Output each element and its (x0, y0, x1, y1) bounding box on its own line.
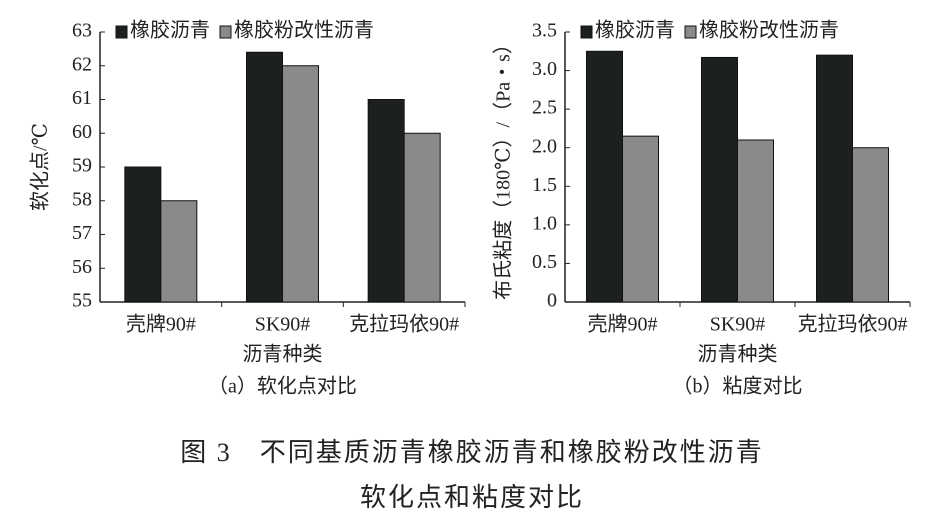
figure-caption: 软化点和粘度对比 (360, 483, 584, 512)
legend-swatch (580, 25, 593, 39)
legend-label: 橡胶沥青 (595, 19, 675, 42)
legend-label: 橡胶粉改性沥青 (699, 19, 839, 42)
x-axis-label: 沥青种类 (243, 343, 323, 366)
legend-label: 橡胶沥青 (130, 19, 210, 42)
y-tick-label: 1.5 (532, 174, 557, 196)
bar (852, 147, 889, 303)
bar (737, 139, 774, 303)
bar (403, 132, 441, 303)
y-tick-label: 61 (72, 87, 92, 109)
y-tick-label: 2.0 (532, 135, 557, 157)
y-tick-label: 62 (72, 53, 92, 75)
y-tick-label: 60 (72, 121, 92, 143)
y-tick-label: 63 (72, 20, 92, 42)
legend-swatch (219, 25, 232, 39)
y-tick-label: 59 (72, 155, 92, 177)
bar (282, 65, 319, 303)
bar (701, 56, 738, 303)
y-tick-label: 57 (72, 222, 92, 244)
x-tick-label: SK90# (255, 314, 311, 336)
y-tick-label: 2.5 (532, 97, 557, 119)
bar (367, 99, 405, 303)
bar (124, 166, 162, 303)
y-tick-label: 58 (72, 188, 92, 210)
x-tick-label: 壳牌90# (126, 313, 196, 336)
y-axis-label: 软化点/℃ (29, 123, 52, 211)
y-tick-label: 3.5 (532, 20, 557, 42)
y-tick-label: 0 (547, 290, 557, 312)
legend-swatch (684, 25, 697, 39)
legend-label: 橡胶粉改性沥青 (234, 19, 374, 42)
bar (586, 50, 623, 303)
figure-caption: 图 3 不同基质沥青橡胶沥青和橡胶粉改性沥青 (180, 438, 764, 467)
legend-swatch (115, 25, 128, 39)
x-tick-label: 壳牌90# (588, 313, 658, 336)
y-tick-label: 55 (72, 290, 92, 312)
y-tick-label: 1.0 (532, 212, 557, 234)
y-tick-label: 0.5 (532, 251, 557, 273)
x-axis-label: 沥青种类 (698, 343, 778, 366)
y-tick-label: 3.0 (532, 58, 557, 80)
bar (160, 200, 198, 303)
bar (816, 54, 853, 303)
bar (622, 135, 659, 303)
y-axis-label: 布氏粘度（180℃）/（Pa・s） (492, 34, 515, 300)
chart-caption: （b）粘度对比 (673, 375, 803, 398)
bar (246, 51, 283, 303)
x-tick-label: 克拉玛依90# (798, 313, 908, 336)
x-tick-label: SK90# (710, 314, 766, 336)
chart-caption: （a）软化点对比 (208, 375, 357, 398)
x-tick-label: 克拉玛依90# (349, 313, 459, 336)
y-tick-label: 56 (72, 256, 92, 278)
